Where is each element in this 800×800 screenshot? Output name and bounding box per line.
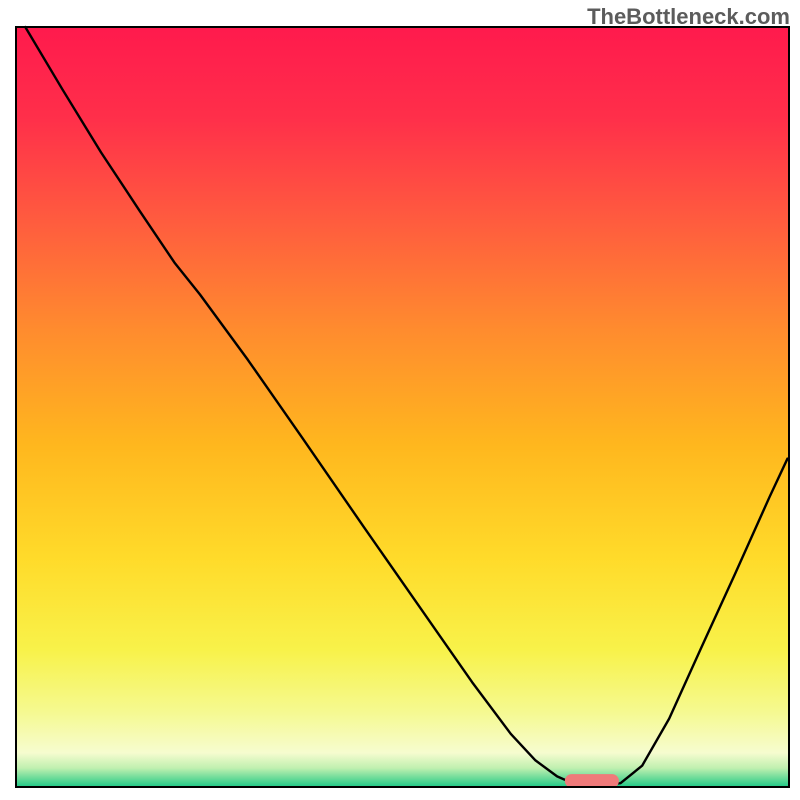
chart-svg	[0, 0, 800, 800]
optimal-point-marker	[565, 774, 619, 788]
bottleneck-chart: TheBottleneck.com	[0, 0, 800, 800]
gradient-background	[16, 27, 789, 787]
